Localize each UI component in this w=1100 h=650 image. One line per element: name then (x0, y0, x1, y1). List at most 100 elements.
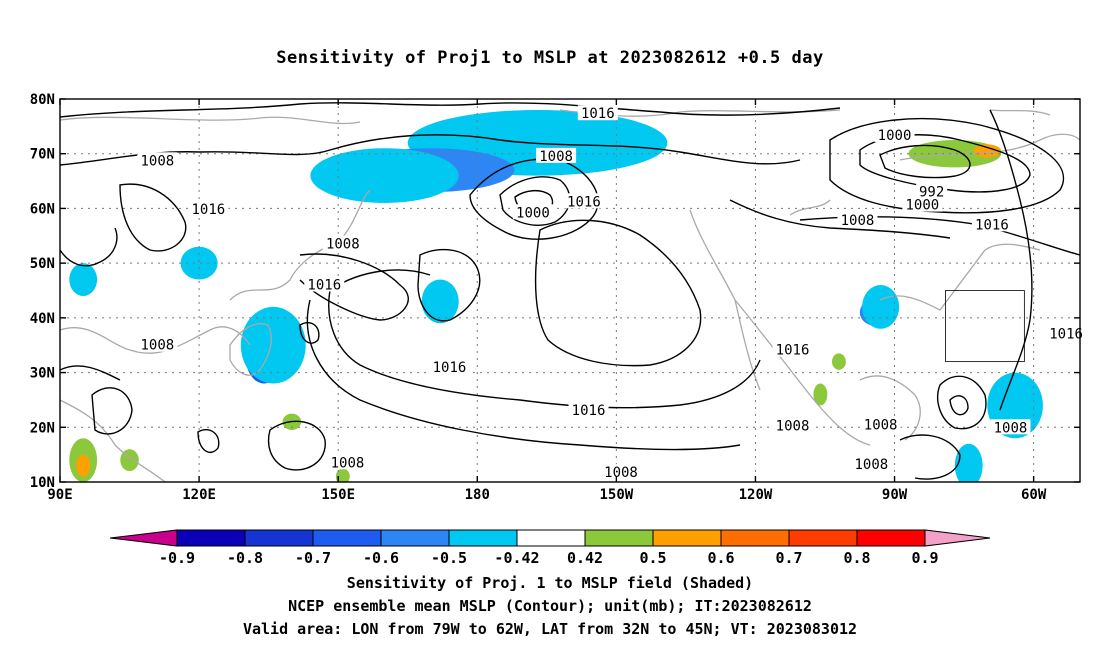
contour-label-bg (563, 193, 604, 209)
sensitivity-patch (69, 263, 98, 296)
coastline (60, 116, 361, 125)
isobar (859, 134, 1031, 193)
contour-label: 1016 (572, 403, 606, 419)
lat-tick-label: 10N (30, 475, 55, 491)
lon-tick-label: 150W (600, 487, 634, 503)
contour-label: 1008 (539, 149, 573, 165)
isobar (267, 420, 326, 471)
coastline (60, 399, 166, 482)
lat-tick-label: 70N (30, 147, 55, 163)
coastline (989, 109, 1051, 116)
coastline (899, 133, 1080, 161)
contour-label: 1008 (864, 418, 898, 434)
contour-label: 1016 (776, 343, 810, 359)
contour-label-bg (568, 401, 609, 417)
isobar (949, 395, 969, 416)
isobar (937, 375, 987, 430)
contour-label-bg (601, 464, 641, 480)
contour-label-bg (429, 359, 470, 375)
contour-label: 1008 (331, 455, 365, 471)
colorbar-segment (652, 529, 722, 547)
isobar (299, 322, 320, 344)
coastline (734, 299, 871, 446)
contour-label-bg (577, 105, 618, 121)
colorbar-segment (856, 529, 926, 547)
sensitivity-patch (120, 449, 139, 472)
contour-label-bg (860, 416, 901, 432)
colorbar-label: 0.6 (707, 549, 734, 567)
lon-tick-label: 120E (182, 487, 216, 503)
colorbar-segment (788, 529, 858, 547)
contour-label-bg (536, 147, 577, 163)
contour-label: 1016 (975, 217, 1009, 233)
coastlines (60, 109, 1080, 482)
contour-label: 1008 (326, 236, 360, 252)
contour-label: 1016 (567, 194, 601, 210)
mslp-contours (60, 102, 1080, 480)
lon-tick-label: 60W (1021, 487, 1047, 503)
colorbar-segment (584, 529, 654, 547)
sensitivity-patch (310, 148, 459, 203)
colorbar-label: 0.42 (567, 549, 603, 567)
contour-label: 1016 (433, 360, 467, 376)
contour-label: 1008 (141, 153, 175, 169)
contour-label: 1016 (307, 277, 341, 293)
colorbar-label: -0.9 (159, 549, 195, 567)
map-title: Sensitivity of Proj1 to MSLP at 20230826… (276, 48, 824, 68)
isobar (899, 434, 961, 480)
lon-tick-label: 180 (465, 487, 490, 503)
contour-label: 1016 (192, 202, 226, 218)
contour-label: 1008 (841, 213, 875, 229)
footer-line-1: Sensitivity of Proj. 1 to MSLP field (Sh… (346, 574, 754, 592)
footer-line-2: NCEP ensemble mean MSLP (Contour); unit(… (288, 597, 812, 615)
contour-label: 1008 (994, 420, 1028, 436)
coastline (789, 199, 831, 216)
contour-label: 992 (919, 184, 944, 200)
contour-label-bg (137, 336, 178, 352)
contour-label-bg (304, 276, 345, 292)
colorbar-label: -0.7 (295, 549, 331, 567)
coastline (689, 209, 761, 391)
lat-tick-label: 60N (30, 201, 55, 217)
contour-label-bg (772, 417, 813, 433)
sensitivity-patch (831, 353, 846, 370)
contour-label: 1016 (1049, 327, 1083, 343)
coastline (859, 375, 921, 441)
sensitivity-patch (421, 279, 459, 324)
coastline (879, 243, 1041, 311)
colorbar-label: -0.6 (363, 549, 399, 567)
colorbar-low-arrow (109, 529, 178, 547)
contour-label: 1016 (581, 106, 615, 122)
colorbar-segment (448, 529, 518, 547)
lon-tick-label: 90W (882, 487, 908, 503)
contour-label-bg (902, 196, 943, 212)
contour-label: 1000 (516, 205, 550, 221)
lat-tick-label: 30N (30, 366, 55, 382)
colorbar-segment (380, 529, 450, 547)
lon-tick-label: 150E (321, 487, 355, 503)
isobar (91, 387, 133, 435)
sensitivity-patch (240, 306, 306, 384)
contour-label-bg (990, 419, 1031, 435)
isobar (534, 219, 702, 367)
isobar (60, 134, 801, 166)
contour-label-bg (971, 216, 1012, 232)
isobar (829, 118, 1065, 214)
contour-label-bg (188, 200, 229, 216)
sensitivity-patch (954, 443, 983, 482)
isobar (879, 144, 971, 179)
lat-tick-label: 80N (30, 92, 55, 108)
contour-label-bg (837, 211, 878, 227)
isobar (417, 248, 481, 322)
contour-label-bg (916, 183, 948, 199)
isobar (306, 299, 741, 451)
colorbar-label: -0.42 (494, 549, 539, 567)
lat-tick-label: 40N (30, 311, 55, 327)
contour-label-bg (1046, 325, 1087, 341)
coastline (229, 323, 272, 376)
contour-label-bg (137, 152, 178, 168)
colorbar-high-arrow (924, 529, 991, 547)
contour-label: 1000 (906, 198, 940, 214)
